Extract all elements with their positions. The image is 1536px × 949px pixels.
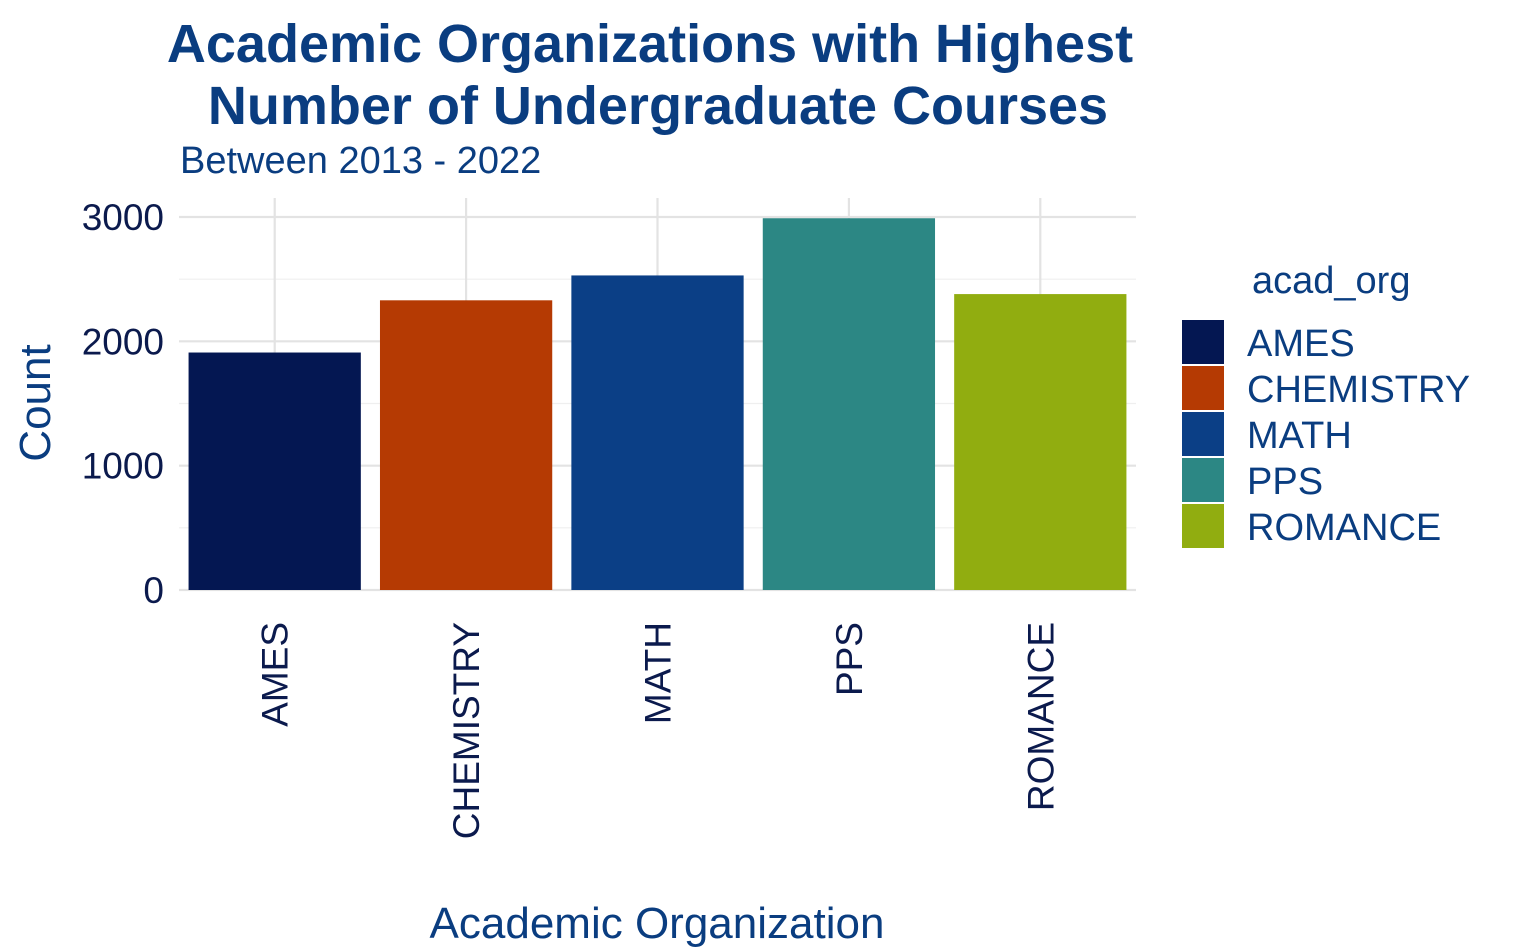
legend-key-chemistry: [1182, 366, 1224, 410]
legend-key-math: [1182, 412, 1224, 456]
legend-label: MATH: [1247, 415, 1352, 457]
bar-math: [571, 275, 744, 590]
x-tick-label: MATH: [638, 622, 679, 724]
legend-label: ROMANCE: [1247, 507, 1441, 549]
legend-label: PPS: [1247, 461, 1323, 503]
chart-title-line-2: Number of Undergraduate Courses: [208, 76, 1108, 136]
x-tick-label: AMES: [255, 622, 296, 727]
bar-romance: [954, 294, 1127, 590]
legend-key-romance: [1182, 504, 1224, 548]
legend-title: acad_org: [1252, 260, 1410, 302]
bar-ames: [188, 352, 361, 590]
y-tick-label: 0: [143, 570, 164, 611]
x-tick-label: CHEMISTRY: [446, 622, 487, 839]
x-tick-label: ROMANCE: [1020, 622, 1061, 811]
chart-title-line-1: Academic Organizations with Highest: [167, 14, 1133, 74]
bar-pps: [762, 218, 936, 590]
y-tick-label: 2000: [82, 321, 164, 362]
x-axis-title: Academic Organization: [430, 899, 885, 948]
legend-key-ames: [1182, 320, 1224, 364]
x-axis-ticks: AMES CHEMISTRY MATH PPS ROMANCE: [255, 622, 1062, 839]
x-tick-label: PPS: [829, 622, 870, 696]
y-axis-ticks: 0 1000 2000 3000: [82, 197, 164, 611]
legend-key-pps: [1182, 458, 1224, 502]
y-tick-label: 3000: [82, 197, 164, 238]
legend-label: CHEMISTRY: [1247, 369, 1470, 411]
bar-chemistry: [379, 300, 553, 590]
y-axis-title: Count: [11, 344, 60, 461]
y-tick-label: 1000: [82, 446, 164, 487]
legend-label: AMES: [1247, 323, 1355, 365]
bars: [188, 218, 1127, 590]
chart-subtitle: Between 2013 - 2022: [180, 140, 541, 182]
